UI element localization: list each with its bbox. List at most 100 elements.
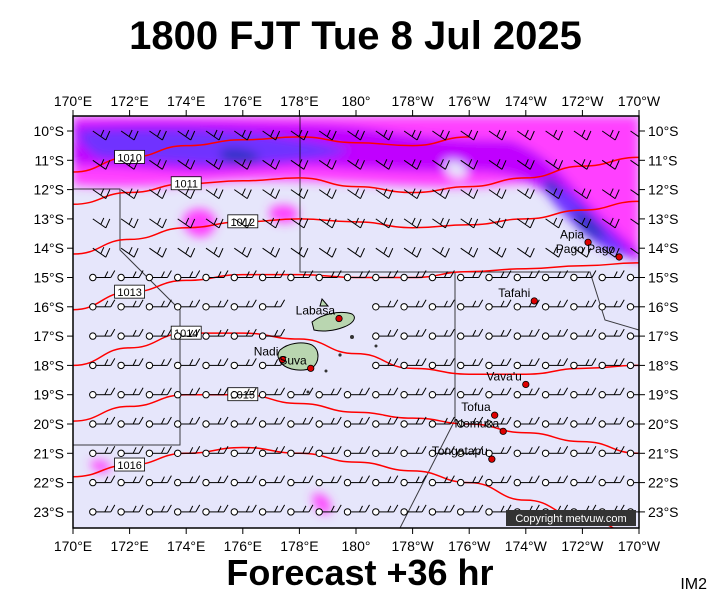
lon-label-top: 178°W [392, 93, 435, 109]
wind-barb [626, 273, 639, 282]
svg-text:1011: 1011 [174, 179, 198, 191]
image-code: IM2 [680, 576, 707, 593]
wind-barb [177, 129, 196, 141]
lat-label-left: 12°S [33, 182, 64, 198]
wind-barb [375, 217, 394, 229]
lat-label-left: 23°S [33, 504, 64, 520]
wind-barb [258, 299, 286, 311]
wind-barb [117, 299, 144, 311]
wind-barb [174, 504, 201, 516]
wind-barb [89, 387, 116, 399]
lon-label-bottom: 174°E [167, 538, 205, 554]
wind-barb [630, 159, 639, 167]
lat-label-right: 10°S [648, 123, 679, 139]
wind-barb [230, 416, 257, 428]
wind-barb [202, 387, 229, 399]
place-marker: Suva [279, 353, 315, 372]
wind-barb [517, 217, 535, 229]
lon-label-bottom: 172°E [110, 538, 148, 554]
wind-barb [120, 129, 139, 141]
wind-barb [432, 188, 450, 200]
svg-text:1016: 1016 [117, 460, 141, 472]
wind-barb [598, 416, 625, 428]
lon-label-bottom: 174°W [505, 538, 548, 554]
wind-barb [375, 246, 394, 258]
wind-barb [117, 446, 144, 457]
small-island [324, 369, 328, 373]
wind-barb [145, 358, 172, 370]
wind-barb [117, 504, 144, 516]
wind-barb [400, 504, 427, 516]
wind-barb [432, 159, 450, 170]
wind-barb [120, 159, 139, 170]
wind-barb [403, 246, 422, 258]
wind-barb [347, 159, 365, 170]
isobar-line [73, 393, 639, 455]
fiji-islands [277, 297, 378, 394]
wind-barb [315, 504, 342, 516]
wind-barb [262, 246, 281, 258]
wind-barb [428, 328, 455, 340]
wind-barb [347, 129, 365, 141]
place-name: Labasa [296, 304, 336, 318]
wind-barb [601, 188, 620, 200]
wind-barb [598, 446, 625, 457]
wind-barb [457, 416, 484, 428]
wind-barb [262, 188, 281, 200]
lon-label-top: 180° [342, 93, 371, 109]
wind-barb [375, 129, 394, 141]
wind-barb [400, 358, 427, 370]
wind-barb [457, 328, 484, 340]
svg-text:1010: 1010 [117, 152, 141, 164]
wind-barb [318, 188, 337, 200]
isobar-label: 1013 [114, 284, 145, 299]
wind-barb [513, 358, 540, 370]
wind-barb [89, 446, 116, 457]
place-name: Apia [560, 227, 584, 241]
wind-barb [202, 358, 229, 370]
wind-barb [541, 270, 569, 282]
wind-barb [485, 270, 512, 282]
rain-core-area [575, 210, 605, 239]
wind-barb [92, 188, 111, 200]
wind-barb [287, 416, 314, 428]
wind-barb [630, 189, 639, 197]
wind-barb [372, 387, 399, 399]
wind-barb [400, 270, 427, 282]
wind-barb [89, 328, 116, 340]
wind-barb [117, 387, 144, 399]
wind-barb [485, 358, 512, 370]
wind-barb [318, 159, 337, 170]
lat-label-right: 22°S [648, 475, 679, 491]
wind-barb [626, 332, 639, 340]
wind-barb [347, 246, 365, 258]
wind-barb [230, 358, 257, 370]
wind-barb [573, 217, 592, 229]
map-title: 1800 FJT Tue 8 Jul 2025 [129, 14, 582, 58]
place-marker: Apia [560, 227, 592, 246]
wind-barb [117, 416, 144, 428]
wind-barb [428, 504, 455, 516]
wind-barb [230, 387, 257, 399]
place-name: Nomuka [454, 416, 499, 430]
wind-barb [89, 358, 116, 370]
wind-barb [570, 270, 597, 282]
wind-barb [174, 475, 201, 487]
lat-label-left: 13°S [33, 211, 64, 227]
wind-barb [258, 270, 286, 282]
wind-barb [149, 159, 167, 170]
wind-barb [541, 416, 569, 428]
wind-barb [149, 246, 167, 258]
wind-barb [541, 446, 569, 457]
lon-label-top: 176°W [448, 93, 491, 109]
isobar-line [73, 332, 639, 375]
wind-barb [460, 246, 479, 258]
forecast-label: Forecast +36 hr [226, 552, 494, 593]
wind-barb [343, 387, 370, 399]
wind-barb [457, 387, 484, 399]
wind-barb [174, 446, 201, 457]
wind-barb [457, 299, 484, 311]
wind-barb [230, 270, 257, 282]
